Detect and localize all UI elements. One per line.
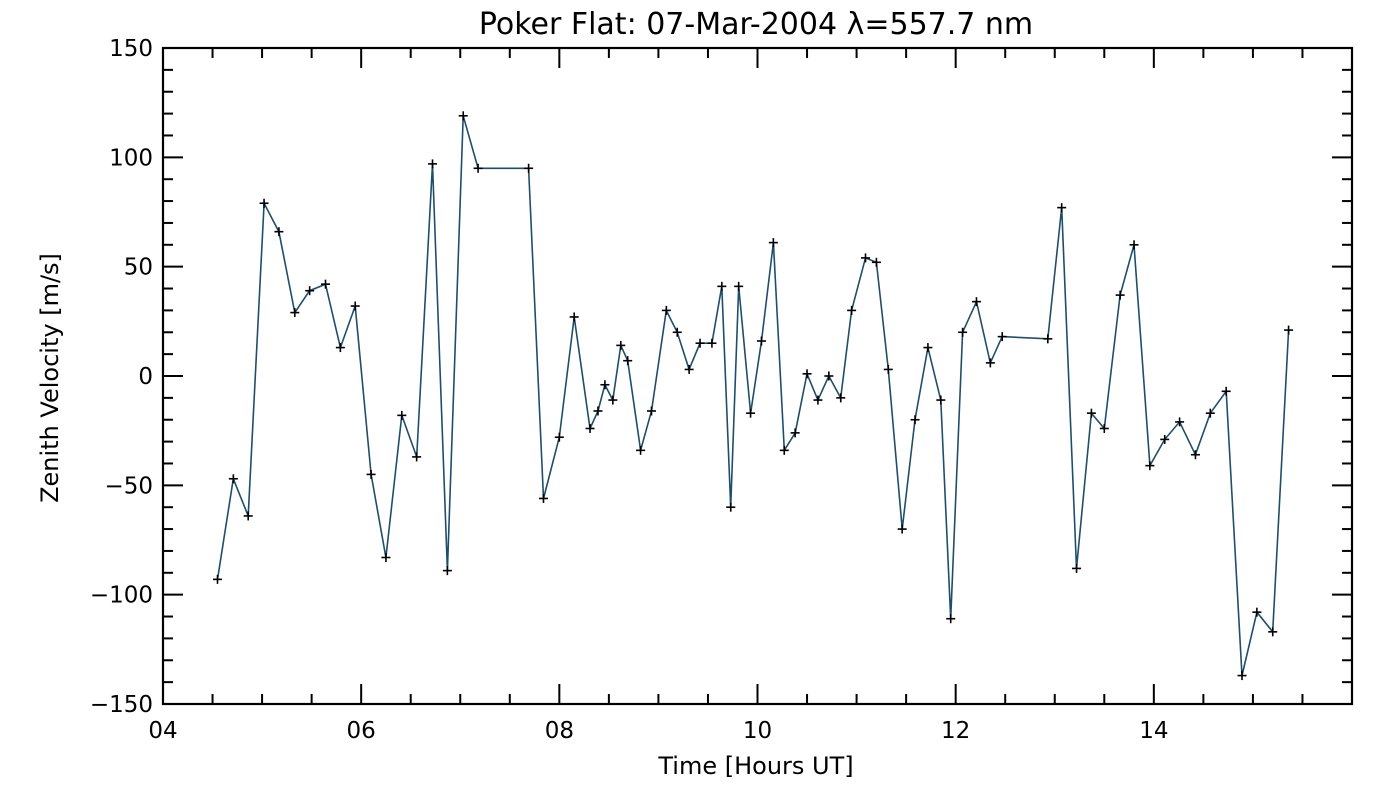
data-point [442, 566, 452, 576]
x-axis-label: Time [Hours UT] [657, 752, 853, 780]
y-axis-label: Zenith Velocity [m/s] [36, 253, 64, 503]
data-point [646, 406, 656, 416]
data-point [971, 297, 981, 307]
data-point [366, 469, 376, 479]
data-point [836, 393, 846, 403]
data-point [554, 432, 564, 442]
x-tick-label: 04 [148, 718, 177, 744]
data-point [813, 395, 823, 405]
data-point [734, 281, 744, 291]
velocity-line [216, 115, 1290, 676]
data-point [871, 257, 881, 267]
data-point [847, 305, 857, 315]
data-point [350, 301, 360, 311]
data-point [1284, 325, 1294, 335]
data-point [946, 614, 956, 624]
data-point [1072, 563, 1082, 573]
data-point [1086, 408, 1096, 418]
chart-title: Poker Flat: 07-Mar-2004 λ=557.7 nm [479, 7, 1033, 42]
data-point [684, 364, 694, 374]
data-point [585, 423, 595, 433]
data-point [1268, 627, 1278, 637]
data-point [802, 369, 812, 379]
data-point [458, 111, 468, 121]
data-point [997, 332, 1007, 342]
data-point [672, 327, 682, 337]
data-point [335, 343, 345, 353]
data-point [717, 281, 727, 291]
data-point [883, 364, 893, 374]
data-point [538, 493, 548, 503]
data-point [923, 343, 933, 353]
data-point [695, 338, 705, 348]
data-point [524, 163, 534, 173]
data-point [412, 452, 422, 462]
y-tick-label: 150 [109, 36, 153, 62]
data-point [985, 358, 995, 368]
data-point [746, 408, 756, 418]
y-tick-label: 100 [109, 145, 153, 171]
data-point [661, 305, 671, 315]
data-point [726, 502, 736, 512]
data-point [707, 338, 717, 348]
data-point [779, 445, 789, 455]
y-tick-label: −150 [90, 692, 153, 718]
data-point [623, 356, 633, 366]
data-point [569, 312, 579, 322]
data-point [259, 198, 269, 208]
data-point [593, 406, 603, 416]
y-tick-label: 0 [138, 364, 153, 390]
data-point [756, 336, 766, 346]
data-point [790, 428, 800, 438]
data-point [473, 163, 483, 173]
velocity-series [212, 111, 1294, 681]
data-point [897, 524, 907, 534]
data-point [290, 308, 300, 318]
data-point [1160, 434, 1170, 444]
data-point [1145, 461, 1155, 471]
data-point [936, 395, 946, 405]
data-point [636, 445, 646, 455]
y-tick-label: −100 [90, 583, 153, 609]
axis-tick-labels: 04 06 08 10 12 14 −150 −100 −50 0 50 100 150 [90, 36, 1169, 744]
data-point [608, 395, 618, 405]
data-point [1205, 408, 1215, 418]
data-point [1099, 423, 1109, 433]
data-point [320, 279, 330, 289]
data-point [397, 410, 407, 420]
y-tick-label: 50 [124, 255, 153, 281]
axis-ticks [162, 47, 1353, 705]
data-point [910, 415, 920, 425]
data-point [212, 574, 222, 584]
x-tick-label: 08 [545, 718, 574, 744]
x-tick-label: 06 [347, 718, 376, 744]
data-point [958, 327, 968, 337]
data-point [1237, 671, 1247, 681]
y-tick-label: −50 [104, 473, 153, 499]
data-point [600, 380, 610, 390]
data-point [1129, 240, 1139, 250]
data-point [381, 552, 391, 562]
data-point [243, 511, 253, 521]
data-point [861, 253, 871, 263]
data-point [1043, 334, 1053, 344]
data-point [1190, 450, 1200, 460]
data-point [1252, 607, 1262, 617]
plot-frame [161, 46, 1354, 706]
data-point [1115, 290, 1125, 300]
data-point [824, 371, 834, 381]
data-point [616, 340, 626, 350]
x-tick-label: 12 [941, 718, 970, 744]
data-point [768, 238, 778, 248]
x-tick-label: 14 [1139, 718, 1168, 744]
data-point [1175, 417, 1185, 427]
data-point [1057, 203, 1067, 213]
x-tick-label: 10 [743, 718, 772, 744]
data-point [428, 159, 438, 169]
data-point [305, 286, 315, 296]
data-point [228, 474, 238, 484]
data-point [1221, 386, 1231, 396]
data-point [274, 227, 284, 237]
